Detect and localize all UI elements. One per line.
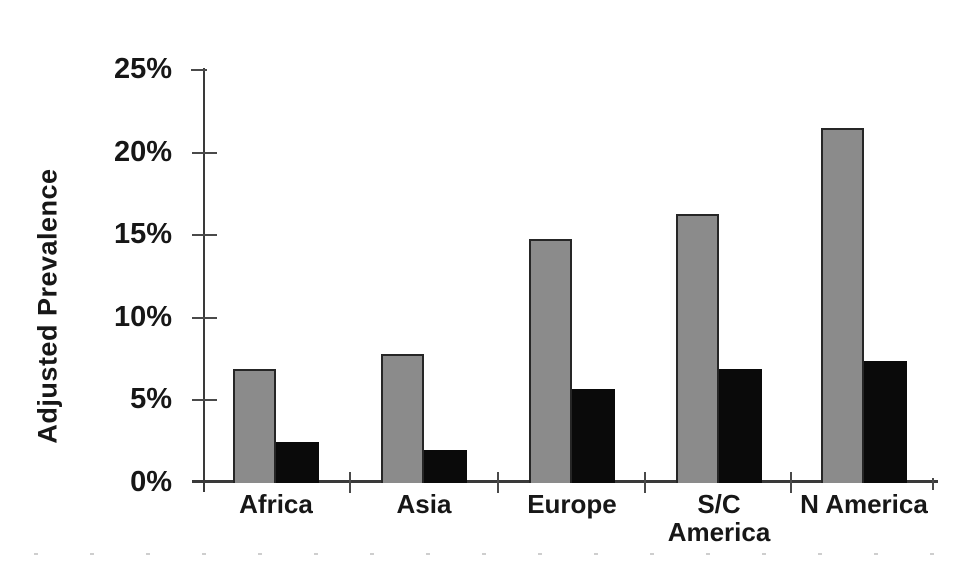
x-label-europe: Europe <box>527 489 617 519</box>
scan-artifact-dots <box>34 553 954 555</box>
x-tick-3 <box>644 472 646 493</box>
bar-gray-n-america <box>821 127 864 483</box>
bar-gray-europe <box>529 238 572 483</box>
bar-black-europe <box>572 388 615 483</box>
y-tick-15 <box>192 234 217 237</box>
x-tick-1 <box>349 472 351 493</box>
y-tick-label-10: 10% <box>113 300 172 333</box>
bar-gray-africa <box>233 369 276 483</box>
x-label-s-c-america: S/C America <box>667 489 771 547</box>
y-tick-10 <box>192 316 217 319</box>
x-tick-4 <box>790 472 792 493</box>
y-tick-label-15: 15% <box>113 218 172 251</box>
bar-gray-asia <box>381 354 424 483</box>
bar-black-asia <box>424 449 467 483</box>
bar-gray-s-c-america <box>676 213 719 483</box>
y-tick-5 <box>192 399 217 402</box>
y-tick-label-0: 0% <box>130 465 172 498</box>
x-tick-2 <box>497 472 499 493</box>
x-label-africa: Africa <box>239 489 313 519</box>
x-label-asia: Asia <box>396 489 452 519</box>
y-tick-label-5: 5% <box>130 383 172 416</box>
y-tick-label-25: 25% <box>113 52 172 85</box>
y-tick-20 <box>192 151 217 154</box>
bar-black-africa <box>276 441 319 483</box>
y-tick-label-20: 20% <box>113 135 172 168</box>
y-tick-25 <box>191 69 207 71</box>
x-label-n-america: N America <box>800 489 928 519</box>
bar-black-s-c-america <box>719 369 762 483</box>
x-tick-end <box>932 478 934 490</box>
bar-black-n-america <box>864 360 907 483</box>
y-axis-line <box>203 68 205 492</box>
